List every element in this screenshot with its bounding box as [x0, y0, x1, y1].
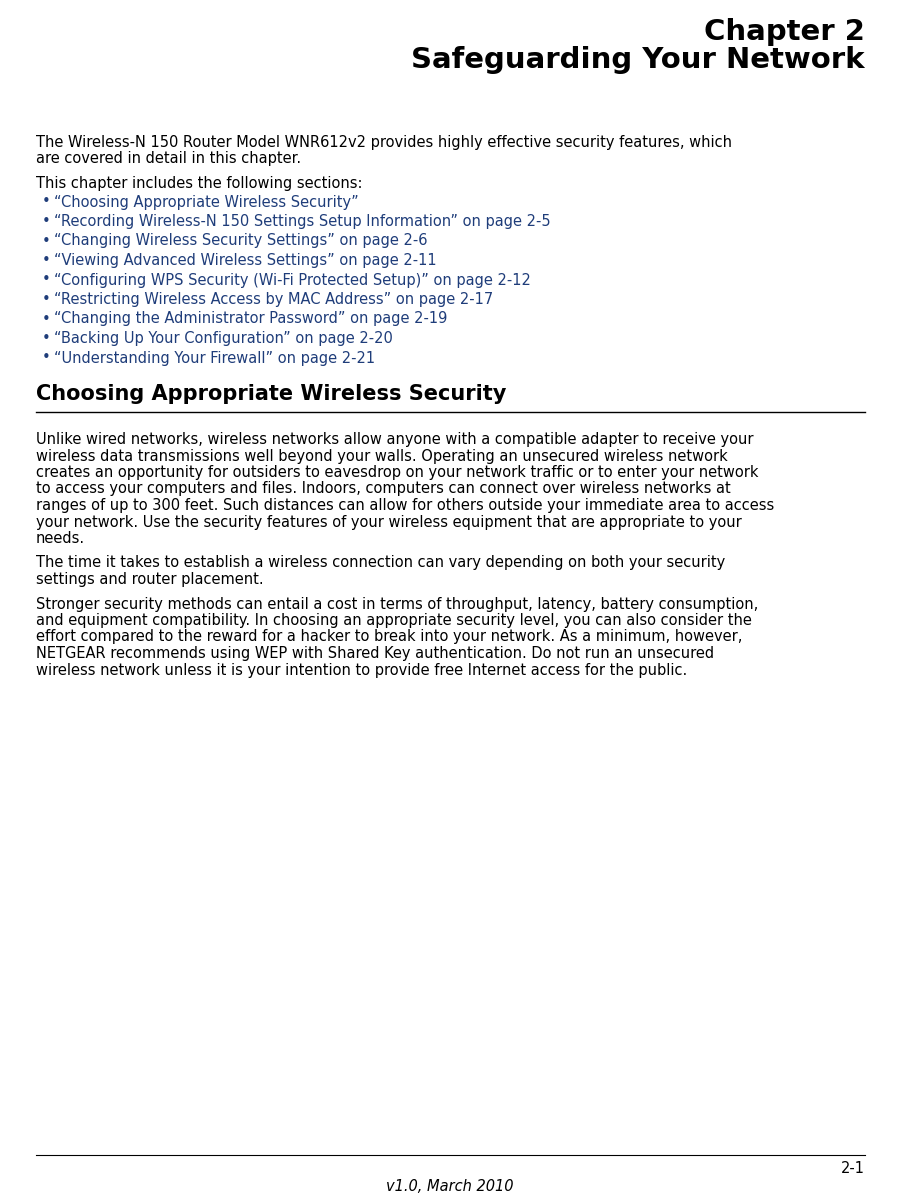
Text: v1.0, March 2010: v1.0, March 2010	[387, 1179, 514, 1193]
Text: Stronger security methods can entail a cost in terms of throughput, latency, bat: Stronger security methods can entail a c…	[36, 596, 759, 612]
Text: •: •	[42, 253, 50, 268]
Text: •: •	[42, 234, 50, 248]
Text: your network. Use the security features of your wireless equipment that are appr: your network. Use the security features …	[36, 514, 742, 530]
Text: “Understanding Your Firewall” on page 2-21: “Understanding Your Firewall” on page 2-…	[54, 351, 375, 365]
Text: creates an opportunity for outsiders to eavesdrop on your network traffic or to : creates an opportunity for outsiders to …	[36, 465, 759, 480]
Text: ranges of up to 300 feet. Such distances can allow for others outside your immed: ranges of up to 300 feet. Such distances…	[36, 497, 774, 513]
Text: •: •	[42, 351, 50, 365]
Text: •: •	[42, 194, 50, 210]
Text: “Choosing Appropriate Wireless Security”: “Choosing Appropriate Wireless Security”	[54, 194, 359, 210]
Text: wireless data transmissions well beyond your walls. Operating an unsecured wirel: wireless data transmissions well beyond …	[36, 449, 728, 464]
Text: This chapter includes the following sections:: This chapter includes the following sect…	[36, 177, 362, 191]
Text: •: •	[42, 292, 50, 307]
Text: NETGEAR recommends using WEP with Shared Key authentication. Do not run an unsec: NETGEAR recommends using WEP with Shared…	[36, 645, 714, 661]
Text: wireless network unless it is your intention to provide free Internet access for: wireless network unless it is your inten…	[36, 662, 687, 678]
Text: 2-1: 2-1	[841, 1161, 865, 1176]
Text: and equipment compatibility. In choosing an appropriate security level, you can : and equipment compatibility. In choosing…	[36, 613, 751, 628]
Text: The Wireless-N 150 Router Model WNR612v2 provides highly effective security feat: The Wireless-N 150 Router Model WNR612v2…	[36, 135, 732, 150]
Text: •: •	[42, 311, 50, 327]
Text: “Restricting Wireless Access by MAC Address” on page 2-17: “Restricting Wireless Access by MAC Addr…	[54, 292, 493, 307]
Text: effort compared to the reward for a hacker to break into your network. As a mini: effort compared to the reward for a hack…	[36, 630, 742, 644]
Text: settings and router placement.: settings and router placement.	[36, 571, 264, 587]
Text: •: •	[42, 272, 50, 288]
Text: The time it takes to establish a wireless connection can vary depending on both : The time it takes to establish a wireles…	[36, 556, 725, 570]
Text: Choosing Appropriate Wireless Security: Choosing Appropriate Wireless Security	[36, 384, 506, 404]
Text: needs.: needs.	[36, 531, 85, 546]
Text: “Viewing Advanced Wireless Settings” on page 2-11: “Viewing Advanced Wireless Settings” on …	[54, 253, 437, 268]
Text: to access your computers and files. Indoors, computers can connect over wireless: to access your computers and files. Indo…	[36, 482, 731, 496]
Text: “Changing the Administrator Password” on page 2-19: “Changing the Administrator Password” on…	[54, 311, 448, 327]
Text: Safeguarding Your Network: Safeguarding Your Network	[412, 47, 865, 74]
Text: “Backing Up Your Configuration” on page 2-20: “Backing Up Your Configuration” on page …	[54, 330, 393, 346]
Text: “Configuring WPS Security (Wi-Fi Protected Setup)” on page 2-12: “Configuring WPS Security (Wi-Fi Protect…	[54, 272, 531, 288]
Text: “Recording Wireless-N 150 Settings Setup Information” on page 2-5: “Recording Wireless-N 150 Settings Setup…	[54, 214, 551, 229]
Text: are covered in detail in this chapter.: are covered in detail in this chapter.	[36, 152, 301, 167]
Text: Unlike wired networks, wireless networks allow anyone with a compatible adapter : Unlike wired networks, wireless networks…	[36, 432, 753, 447]
Text: Chapter 2: Chapter 2	[704, 18, 865, 47]
Text: •: •	[42, 214, 50, 229]
Text: •: •	[42, 330, 50, 346]
Text: “Changing Wireless Security Settings” on page 2-6: “Changing Wireless Security Settings” on…	[54, 234, 427, 248]
